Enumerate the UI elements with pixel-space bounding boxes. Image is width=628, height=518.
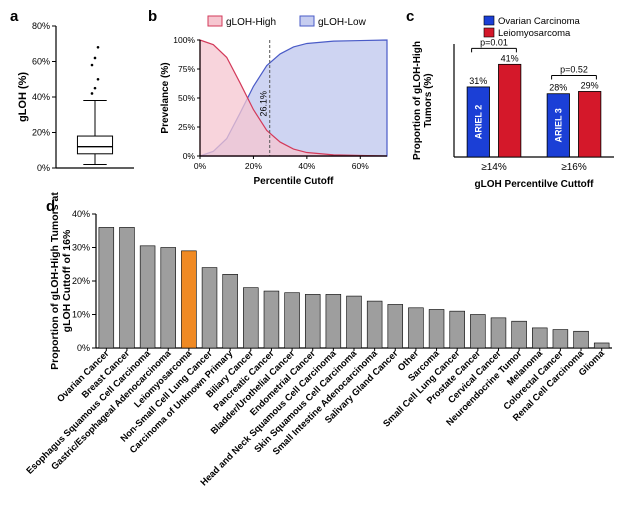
svg-text:gLOH-High: gLOH-High <box>226 17 276 28</box>
svg-text:20%: 20% <box>72 276 90 286</box>
svg-text:10%: 10% <box>72 310 90 320</box>
svg-text:0%: 0% <box>77 343 90 353</box>
svg-text:29%: 29% <box>581 80 599 90</box>
svg-text:p=0.01: p=0.01 <box>480 37 508 47</box>
svg-text:40%: 40% <box>32 92 50 102</box>
figure-root: a 0%20%40%60%80%gLOH (%) b gLOH-HighgLOH… <box>8 8 620 510</box>
panel-b-chart: gLOH-High gLOH-Low 26.1% 0% 25% 50% 75% 100% 0% 2… <box>158 14 393 186</box>
svg-text:p=0.52: p=0.52 <box>560 64 588 74</box>
svg-text:28%: 28% <box>549 83 567 93</box>
svg-text:Proportion of gLOH-High: Proportion of gLOH-High <box>412 41 423 160</box>
svg-text:0%: 0% <box>194 161 207 171</box>
panel-a-chart: 0% 20% 40% 60% 80% gLOH (%) <box>18 20 138 180</box>
svg-text:80%: 80% <box>32 21 50 31</box>
svg-text:40%: 40% <box>72 209 90 219</box>
svg-text:gLOH Cuttoff of 16%: gLOH Cuttoff of 16% <box>61 229 73 332</box>
svg-text:gLOH-Low: gLOH-Low <box>318 17 367 28</box>
svg-text:40%: 40% <box>298 161 315 171</box>
svg-text:26.1%: 26.1% <box>259 91 269 117</box>
svg-text:gLOH Percentilve Cuttoff: gLOH Percentilve Cuttoff <box>475 179 595 190</box>
svg-text:31%: 31% <box>469 76 487 86</box>
svg-text:30%: 30% <box>72 243 90 253</box>
svg-text:Ovarian Carcinoma: Ovarian Carcinoma <box>498 16 581 27</box>
panel-d-chart: 0%10%20%30%40%Proportion of gLOH-High Tu… <box>46 208 618 508</box>
svg-text:20%: 20% <box>245 161 262 171</box>
panel-b-label: b <box>148 8 157 25</box>
svg-text:ARIEL 2: ARIEL 2 <box>473 105 483 139</box>
svg-text:0%: 0% <box>37 163 50 173</box>
svg-text:Prevelance (%): Prevelance (%) <box>160 62 171 133</box>
svg-text:75%: 75% <box>178 64 195 74</box>
svg-text:60%: 60% <box>32 57 50 67</box>
svg-text:≥14%: ≥14% <box>481 162 507 173</box>
svg-text:Percentile Cutoff: Percentile Cutoff <box>253 176 334 187</box>
svg-text:50%: 50% <box>178 93 195 103</box>
svg-text:0%: 0% <box>183 151 196 161</box>
panel-c-chart: Ovarian CarcinomaLeiomyosarcoma Proportio… <box>408 14 618 189</box>
svg-text:≥16%: ≥16% <box>561 162 587 173</box>
svg-text:Leiomyosarcoma: Leiomyosarcoma <box>498 28 571 39</box>
svg-text:Proportion of gLOH-High Tumors: Proportion of gLOH-High Tumors at <box>49 192 61 370</box>
svg-text:100%: 100% <box>173 35 195 45</box>
svg-text:Tumors (%): Tumors (%) <box>423 73 434 127</box>
svg-text:ARIEL 3: ARIEL 3 <box>553 108 563 142</box>
svg-text:gLOH (%): gLOH (%) <box>17 72 29 122</box>
svg-text:41%: 41% <box>501 53 519 63</box>
svg-text:60%: 60% <box>352 161 369 171</box>
svg-text:25%: 25% <box>178 122 195 132</box>
svg-text:20%: 20% <box>32 128 50 138</box>
